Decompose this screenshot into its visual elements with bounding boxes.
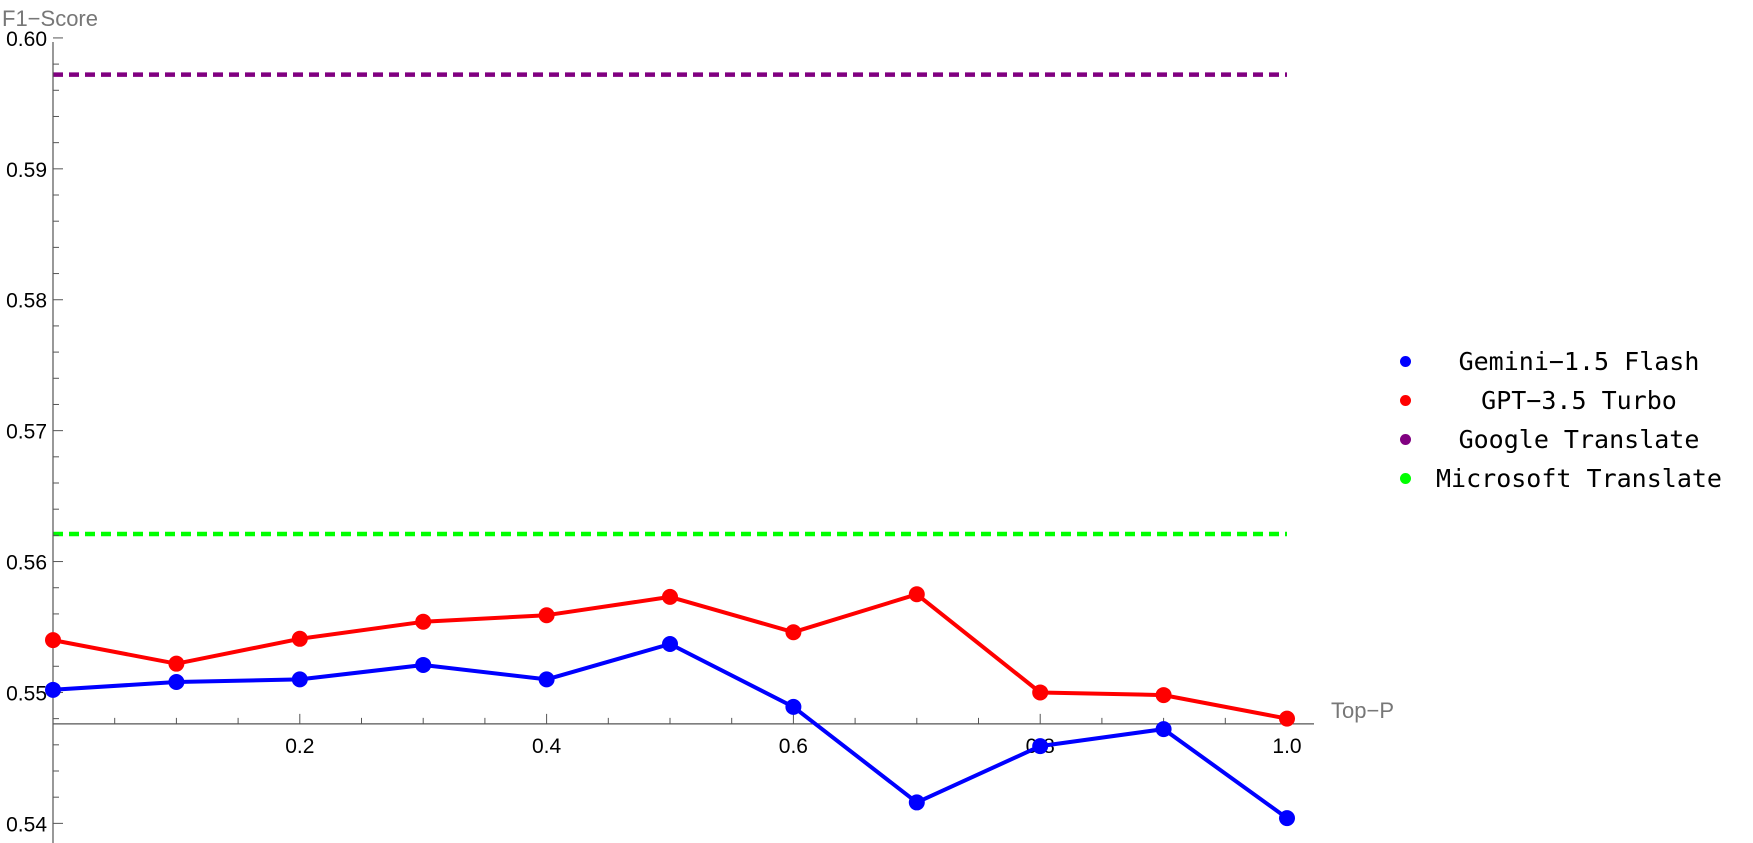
data-point — [291, 630, 308, 647]
data-point — [415, 613, 432, 630]
y-tick-label: 0.57 — [6, 421, 47, 444]
series-points — [45, 586, 1295, 827]
data-point — [662, 636, 678, 653]
x-tick-label: 0.2 — [285, 735, 314, 758]
legend-marker — [1400, 356, 1411, 367]
legend-item: GPT−3.5 Turbo — [1400, 381, 1739, 420]
data-point — [1155, 721, 1172, 738]
legend-label: GPT−3.5 Turbo — [1481, 386, 1677, 415]
x-tick-label: 0.6 — [779, 735, 808, 758]
x-tick-label: 0.4 — [532, 735, 562, 758]
data-point — [168, 655, 185, 672]
y-tick-label: 0.59 — [6, 159, 47, 182]
legend-label: Microsoft Translate — [1436, 464, 1722, 493]
y-tick-label: 0.58 — [6, 290, 47, 313]
x-tick-label: 1.0 — [1272, 735, 1301, 758]
data-point — [908, 586, 925, 603]
data-point — [45, 681, 61, 698]
x-axis-title: Top−P — [1331, 698, 1394, 723]
legend-marker — [1400, 434, 1411, 445]
y-axis-title: F1−Score — [2, 6, 98, 31]
axes: 0.540.550.560.570.580.590.600.20.40.60.8… — [6, 28, 1314, 843]
y-tick-label: 0.55 — [6, 682, 47, 705]
y-tick-label: 0.60 — [6, 28, 47, 51]
data-point — [538, 671, 555, 688]
data-point — [538, 607, 555, 624]
y-tick-label: 0.56 — [6, 552, 47, 575]
data-point — [662, 588, 678, 605]
data-point — [1155, 687, 1172, 704]
data-point — [168, 673, 185, 690]
legend-item: Gemini−1.5 Flash — [1400, 342, 1739, 381]
legend: Gemini−1.5 Flash GPT−3.5 Turbo Google Tran… — [1400, 342, 1739, 498]
reference-lines — [53, 72, 1287, 537]
legend-label: Google Translate — [1458, 425, 1700, 454]
data-point — [908, 794, 925, 811]
legend-marker — [1400, 473, 1411, 484]
legend-item: Microsoft Translate — [1400, 459, 1739, 498]
data-point — [1279, 710, 1295, 727]
data-point — [291, 671, 308, 688]
data-point — [785, 624, 802, 641]
data-point — [1032, 684, 1049, 701]
legend-item: Google Translate — [1400, 420, 1739, 459]
legend-label: Gemini−1.5 Flash — [1458, 347, 1700, 376]
legend-marker — [1400, 395, 1411, 406]
data-point — [415, 656, 432, 673]
series-line — [52, 592, 1288, 721]
series-line — [52, 642, 1289, 820]
series-lines — [52, 592, 1289, 820]
data-point — [45, 632, 61, 649]
y-tick-label: 0.54 — [6, 813, 47, 836]
data-point — [785, 698, 802, 715]
data-point — [1279, 810, 1295, 827]
data-point — [1032, 738, 1049, 755]
